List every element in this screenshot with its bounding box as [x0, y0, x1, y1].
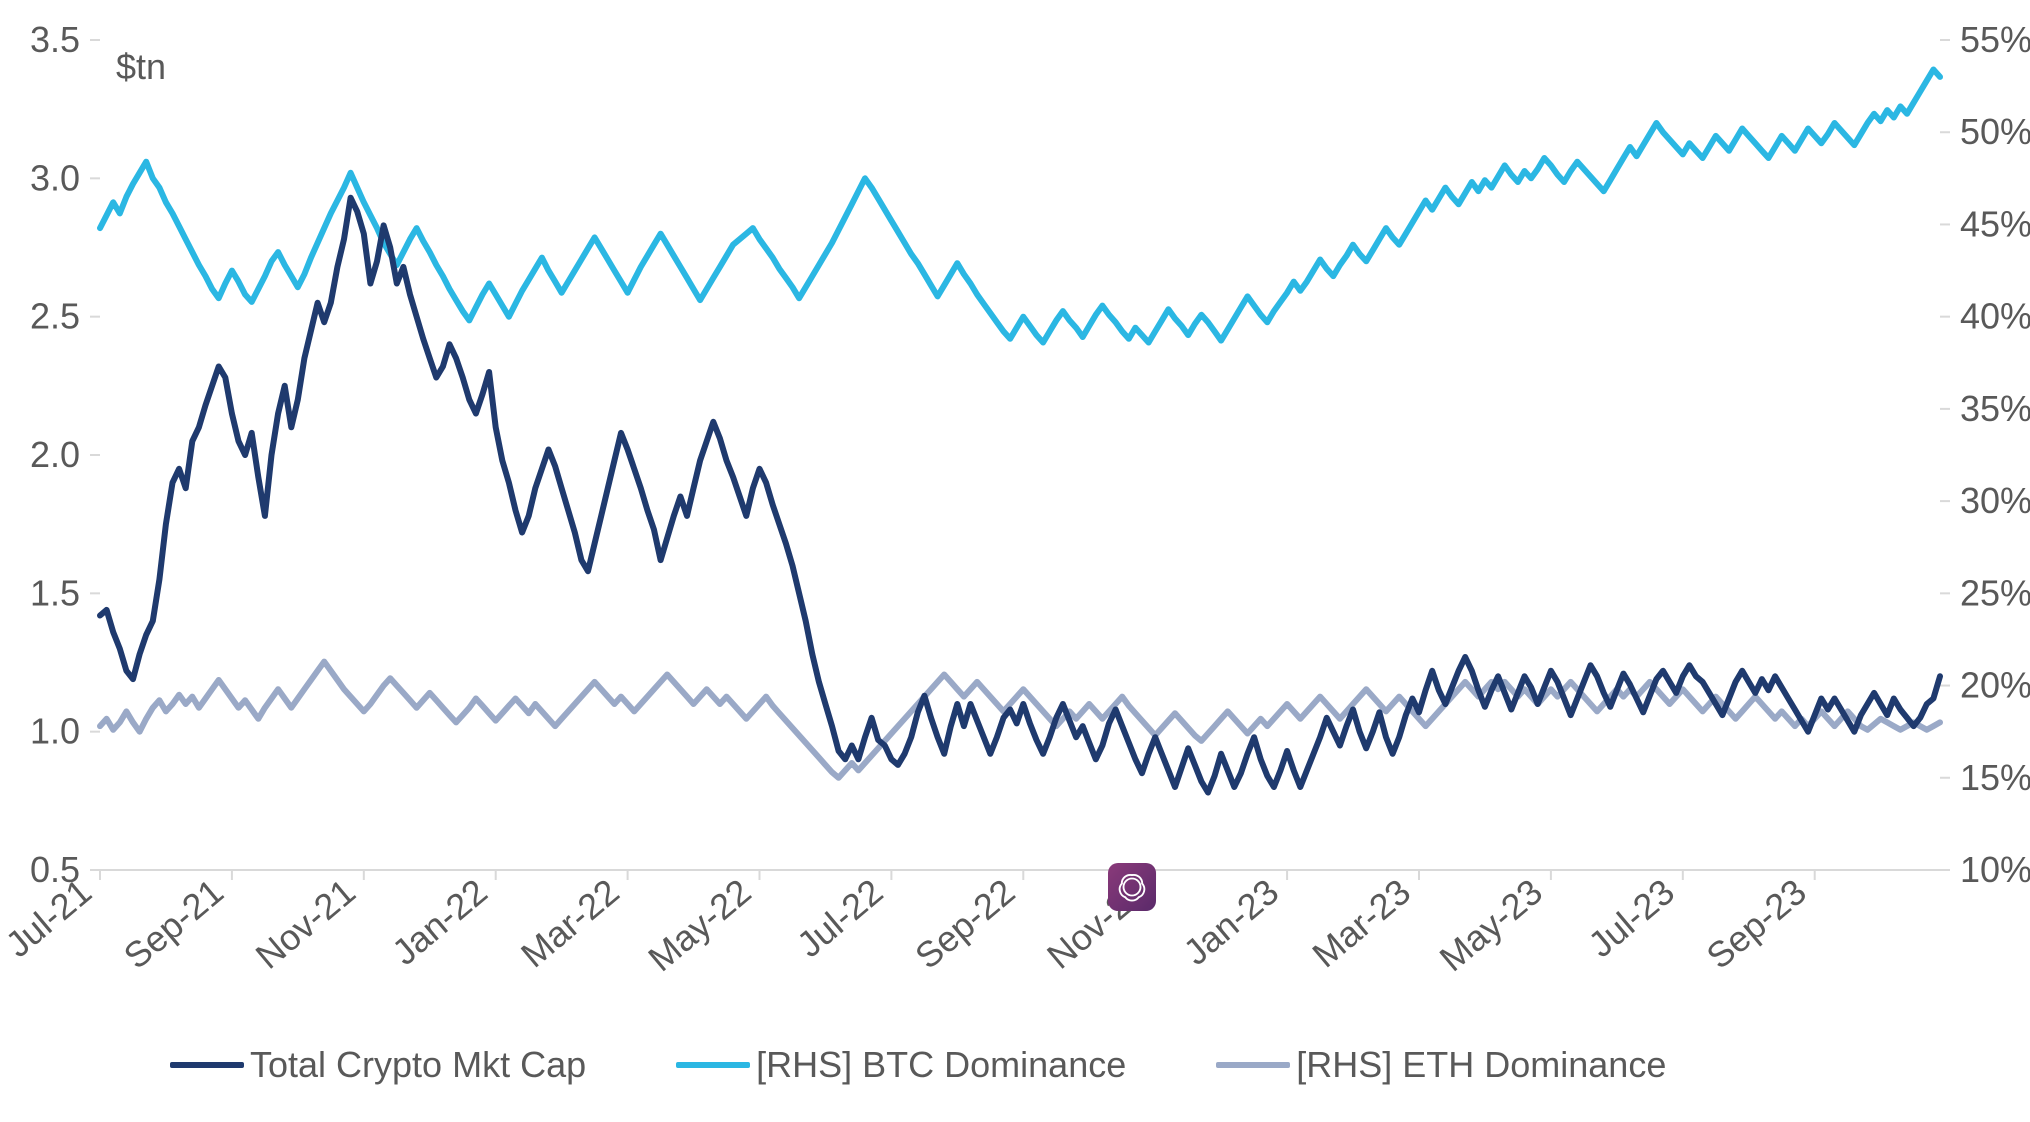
y-right-tick-label: 20%: [1960, 665, 2030, 706]
x-tick-label: Mar-22: [513, 871, 627, 976]
y-right-tick-label: 45%: [1960, 203, 2030, 244]
y-left-tick-label: 2.0: [30, 434, 80, 475]
y-right-tick-label: 55%: [1960, 19, 2030, 60]
y-left-unit-label: $tn: [116, 46, 166, 88]
y-right-tick-label: 25%: [1960, 572, 2030, 613]
x-tick-label: May-23: [1432, 871, 1550, 980]
x-tick-label: Jul-22: [789, 871, 890, 965]
legend-label: Total Crypto Mkt Cap: [250, 1044, 586, 1086]
x-tick-label: Mar-23: [1304, 871, 1418, 976]
x-tick-label: Sep-23: [1699, 871, 1814, 977]
x-tick-label: Sep-21: [116, 871, 231, 977]
legend-swatch: [676, 1062, 750, 1068]
y-left-tick-label: 2.5: [30, 296, 80, 337]
legend-swatch: [170, 1062, 244, 1068]
y-right-tick-label: 15%: [1960, 757, 2030, 798]
y-left-tick-label: 3.0: [30, 157, 80, 198]
chart-svg: 0.51.01.52.02.53.03.510%15%20%25%30%35%4…: [0, 0, 2030, 1122]
legend-item-btc: [RHS] BTC Dominance: [676, 1044, 1126, 1086]
crypto-dominance-chart: 0.51.01.52.02.53.03.510%15%20%25%30%35%4…: [0, 0, 2030, 1122]
y-right-tick-label: 10%: [1960, 849, 2030, 890]
x-tick-label: May-22: [640, 871, 758, 980]
legend-swatch: [1216, 1062, 1290, 1068]
y-right-tick-label: 40%: [1960, 296, 2030, 337]
y-right-tick-label: 35%: [1960, 388, 2030, 429]
y-left-tick-label: 1.5: [30, 572, 80, 613]
legend: Total Crypto Mkt Cap [RHS] BTC Dominance […: [170, 1044, 1666, 1086]
legend-item-eth: [RHS] ETH Dominance: [1216, 1044, 1666, 1086]
y-left-tick-label: 3.5: [30, 19, 80, 60]
y-right-tick-label: 50%: [1960, 111, 2030, 152]
legend-label: [RHS] ETH Dominance: [1296, 1044, 1666, 1086]
x-tick-label: Sep-22: [907, 871, 1022, 977]
x-tick-label: Jul-23: [1580, 871, 1681, 965]
x-tick-label: Jan-22: [384, 871, 495, 973]
series-btc: [100, 70, 1940, 343]
legend-label: [RHS] BTC Dominance: [756, 1044, 1126, 1086]
chatgpt-watermark-icon: [1108, 863, 1156, 911]
x-tick-label: Nov-21: [248, 871, 363, 977]
y-left-tick-label: 1.0: [30, 711, 80, 752]
legend-item-mktcap: Total Crypto Mkt Cap: [170, 1044, 586, 1086]
y-right-tick-label: 30%: [1960, 480, 2030, 521]
series-mktcap: [100, 198, 1940, 793]
x-tick-label: Jan-23: [1176, 871, 1287, 973]
